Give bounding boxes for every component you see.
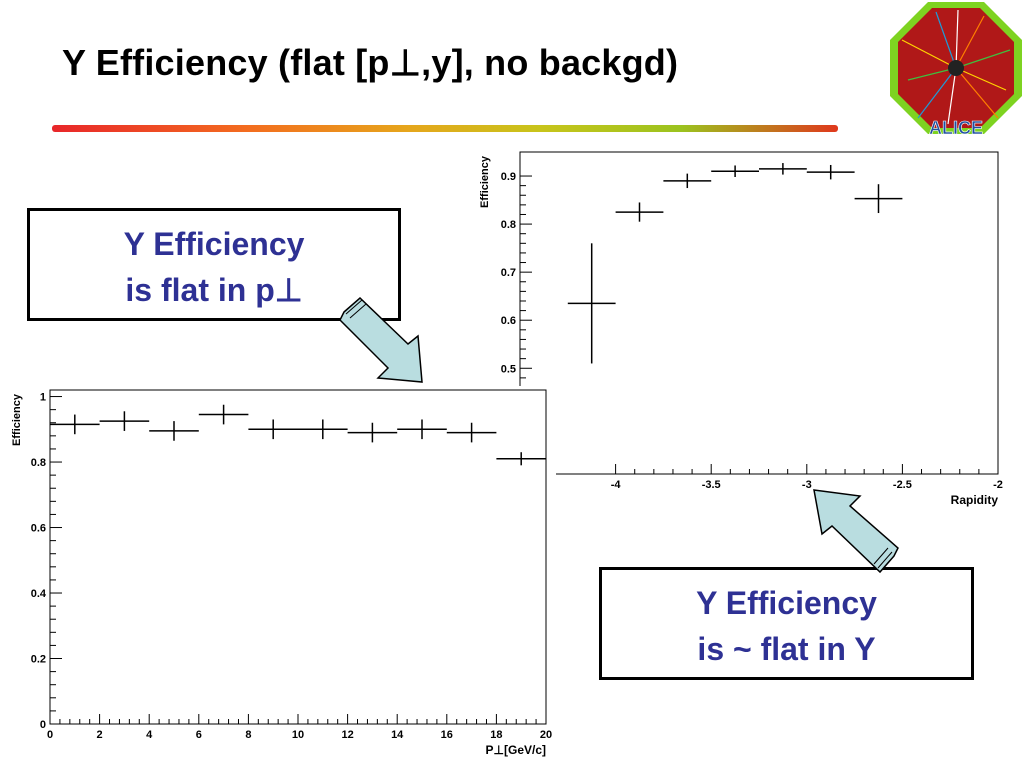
x-tick-label: 16 — [441, 729, 453, 741]
alice-logo: ALICE — [890, 2, 1022, 136]
x-tick-label: 4 — [146, 729, 153, 741]
data-point — [759, 163, 807, 175]
y-tick-label: 0.6 — [31, 523, 46, 535]
y-tick-label: 0.4 — [31, 588, 47, 600]
y-tick-label: 1 — [40, 392, 46, 404]
data-point — [198, 404, 249, 425]
arrow-shape — [813, 489, 899, 574]
data-point — [50, 414, 100, 435]
y-tick-label: 0.5 — [501, 363, 516, 375]
data-point — [248, 419, 298, 440]
data-point — [806, 164, 855, 180]
logo-tracks — [901, 9, 1011, 125]
x-tick-label: 20 — [540, 729, 552, 741]
data-point — [347, 422, 398, 443]
y-tick-label: 0.6 — [501, 315, 516, 327]
x-axis-label: Rapidity — [951, 493, 999, 507]
data-point — [854, 184, 903, 214]
data-point — [711, 165, 759, 177]
rapidity-callout-arrow — [813, 489, 899, 574]
x-tick-label: 8 — [245, 729, 251, 741]
slide-title: Y Efficiency (flat [p⊥,y], no backgd) — [62, 42, 679, 83]
logo-text: ALICE — [929, 118, 983, 136]
x-tick-label: -2 — [993, 479, 1003, 491]
rapidity-flat-callout: Y Efficiency is ~ flat in Y — [599, 567, 974, 680]
x-tick-label: -4 — [611, 479, 622, 491]
data-point — [567, 243, 616, 364]
title-underline-bar — [52, 125, 838, 132]
pt-flat-callout: Y Efficiency is flat in p⊥ — [27, 208, 401, 321]
data-point — [298, 419, 348, 440]
x-tick-label: 14 — [391, 729, 404, 741]
x-tick-label: -3.5 — [702, 479, 721, 491]
x-tick-label: 2 — [97, 729, 103, 741]
x-tick-label: 18 — [490, 729, 502, 741]
x-tick-label: 0 — [47, 729, 53, 741]
pt-plot-svg: 0 2 4 6 8 10 12 14 16 18 20 0 0.2 0.4 0.6 0.8 1 P⊥[GeV/c]… — [11, 389, 552, 757]
x-tick-label: 6 — [196, 729, 202, 741]
rapidity-callout-line2: is ~ flat in Y — [697, 631, 876, 667]
rapidity-efficiency-plot: -4-3.5-3-2.5-20.30.40.50.60.70.80.9Rapid… — [478, 148, 1018, 518]
x-tick-label: -3 — [802, 479, 812, 491]
pt-callout-arrow — [339, 296, 423, 383]
plot-frame — [519, 151, 999, 475]
data-point — [397, 419, 447, 440]
data-point — [149, 421, 199, 441]
y-tick-label: 0.8 — [31, 457, 46, 469]
plot-frame — [49, 389, 547, 725]
x-tick-label: -2.5 — [893, 479, 912, 491]
rapidity-callout-line1: Y Efficiency — [696, 585, 877, 621]
logo-center — [948, 60, 964, 76]
y-tick-label: 0.7 — [501, 267, 516, 279]
x-axis-label: P⊥[GeV/c] — [486, 743, 546, 757]
rapidity-plot-svg: -4-3.5-3-2.5-20.30.40.50.60.70.80.9Rapid… — [479, 151, 1003, 507]
pt-efficiency-plot: 0 2 4 6 8 10 12 14 16 18 20 0 0.2 0.4 0.6 0.8 1 P⊥[GeV/c]… — [0, 386, 556, 768]
data-point — [615, 202, 664, 222]
pt-callout-line1: Y Efficiency — [123, 226, 305, 262]
y-axis-label: Efficiency — [479, 155, 491, 208]
arrow-shape — [339, 296, 423, 383]
y-tick-label: 0.9 — [501, 171, 516, 183]
y-tick-label: 0.2 — [31, 654, 46, 666]
data-point — [496, 452, 546, 466]
y-tick-label: 0.8 — [501, 219, 516, 231]
data-point — [663, 173, 712, 189]
data-point — [99, 411, 150, 431]
x-tick-label: 10 — [292, 729, 304, 741]
pt-callout-line2: is flat in p⊥ — [125, 272, 303, 308]
y-tick-label: 0 — [40, 719, 46, 731]
y-axis-label: Efficiency — [11, 393, 23, 446]
x-tick-label: 12 — [341, 729, 353, 741]
data-point — [446, 422, 497, 443]
